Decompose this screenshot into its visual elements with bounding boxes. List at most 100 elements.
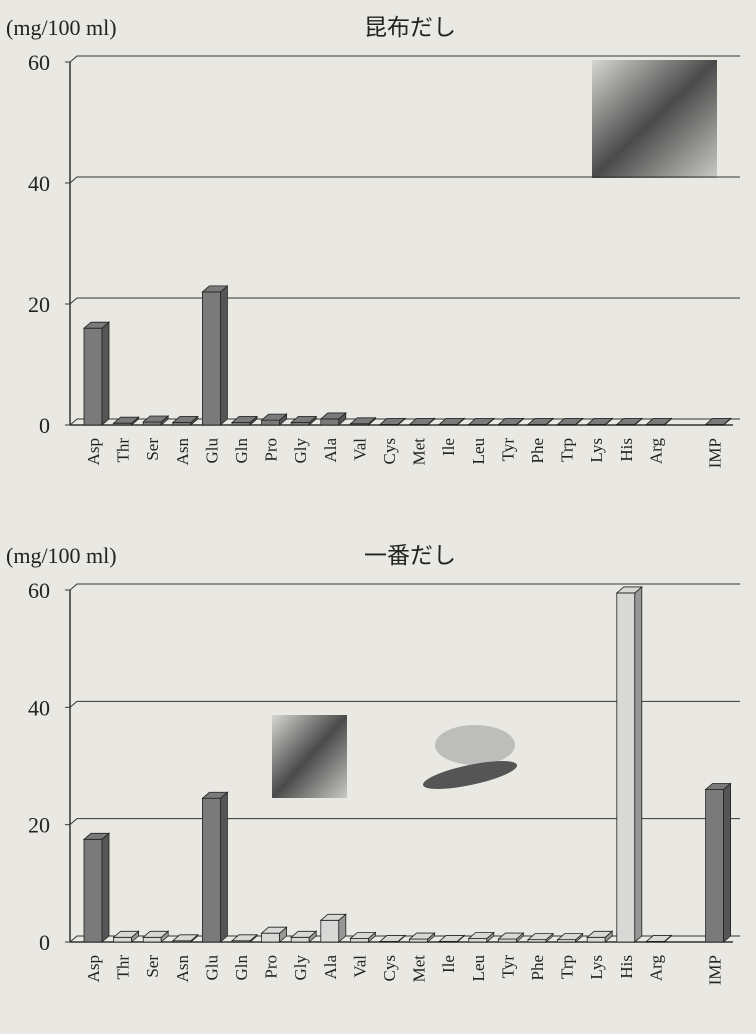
- y-tick-label: 40: [28, 695, 50, 720]
- x-tick-label: Gln: [232, 438, 251, 464]
- bar-top: [290, 416, 318, 423]
- x-tick-label: Val: [350, 955, 369, 978]
- x-tick-label: Thr: [114, 955, 133, 980]
- bar-top: [112, 416, 140, 424]
- x-tick-label: Asn: [173, 955, 192, 983]
- x-tick-label: Cys: [380, 955, 399, 981]
- x-tick-label: Thr: [114, 438, 133, 463]
- x-tick-label: Gly: [291, 438, 310, 464]
- x-tick-label: Ala: [321, 438, 340, 463]
- x-tick-label: Leu: [469, 955, 488, 982]
- bar: [705, 789, 724, 943]
- y-tick-label: 0: [39, 930, 50, 955]
- x-tick-label: Glu: [202, 955, 221, 981]
- bar: [83, 327, 103, 426]
- bar-top: [290, 930, 318, 938]
- grid-line: [69, 700, 740, 708]
- x-tick-label: Glu: [202, 438, 221, 464]
- x-tick-label: IMP: [706, 955, 725, 985]
- x-tick-label: Lys: [587, 955, 606, 980]
- katsuobushi-photo: [435, 725, 515, 765]
- x-tick-label: Arg: [646, 955, 665, 982]
- bar: [113, 936, 132, 943]
- bar-top: [645, 417, 673, 425]
- x-tick-label: Met: [410, 438, 429, 466]
- y-axis-label: (mg/100 ml): [6, 15, 117, 40]
- x-tick-label: Gly: [291, 955, 310, 981]
- bar: [261, 932, 281, 943]
- bar: [142, 936, 162, 943]
- x-tick-label: His: [617, 955, 636, 979]
- x-tick-label: Met: [410, 955, 429, 983]
- bar-top: [704, 783, 732, 790]
- bar-top: [497, 932, 525, 940]
- bar-top: [171, 934, 199, 942]
- bar: [468, 938, 488, 943]
- bar-top: [438, 935, 466, 942]
- x-tick-label: Trp: [558, 438, 577, 462]
- grid-line: [69, 297, 740, 305]
- x-tick-label: Phe: [528, 438, 547, 464]
- bar: [349, 938, 369, 943]
- bar-top: [82, 832, 111, 840]
- bar-top: [112, 930, 140, 938]
- bar-top: [230, 416, 259, 423]
- bar: [616, 592, 636, 943]
- bar-side: [101, 321, 110, 426]
- bar-side: [723, 782, 731, 943]
- x-tick-label: Pro: [262, 955, 281, 979]
- x-tick-label: Ser: [143, 438, 162, 461]
- bar-top: [615, 586, 643, 594]
- bar: [261, 419, 281, 426]
- bar-top: [408, 417, 436, 425]
- bar-top: [349, 932, 377, 939]
- bar-top: [349, 417, 377, 425]
- bar: [409, 938, 429, 943]
- bar-side: [634, 586, 643, 943]
- y-tick-label: 20: [28, 813, 50, 838]
- chart-title: 昆布だし: [364, 15, 456, 40]
- bar-top: [201, 285, 229, 293]
- bar-top: [230, 934, 259, 942]
- bar: [586, 936, 606, 943]
- bar: [201, 797, 221, 943]
- x-tick-label: Cys: [380, 438, 399, 464]
- bar-top: [467, 932, 495, 939]
- x-tick-label: Ser: [143, 955, 162, 978]
- bar-top: [171, 416, 199, 423]
- chart-title: 一番だし: [364, 543, 456, 568]
- katsuobushi-photo: [423, 761, 517, 789]
- bar-top: [497, 417, 525, 425]
- bar-top: [142, 415, 170, 423]
- bar-top: [142, 930, 170, 938]
- bar-top: [704, 417, 732, 425]
- bar-top: [586, 930, 614, 938]
- bar: [83, 838, 103, 943]
- bar: [201, 291, 221, 426]
- y-tick-label: 40: [28, 171, 50, 196]
- bar-side: [219, 791, 228, 943]
- bar-top: [526, 417, 555, 425]
- x-tick-label: Val: [350, 438, 369, 461]
- y-tick-label: 60: [28, 50, 50, 75]
- bar-top: [260, 926, 288, 934]
- x-tick-label: Tyr: [498, 438, 517, 462]
- bar: [497, 938, 517, 943]
- y-tick-label: 20: [28, 292, 50, 317]
- kelp-photo: [272, 715, 347, 798]
- x-tick-label: Arg: [646, 438, 665, 465]
- bar: [320, 418, 340, 426]
- grid-line: [69, 176, 740, 184]
- bar-top: [526, 933, 555, 941]
- x-tick-label: Ile: [439, 955, 458, 973]
- x-tick-label: Gln: [232, 955, 251, 981]
- x-tick-label: Tyr: [498, 955, 517, 979]
- bar-top: [319, 913, 347, 921]
- bar-top: [556, 417, 584, 425]
- bar-top: [201, 791, 229, 799]
- x-tick-label: Phe: [528, 955, 547, 981]
- x-tick-label: His: [617, 438, 636, 462]
- grid-line: [69, 583, 740, 591]
- bar-top: [615, 417, 643, 425]
